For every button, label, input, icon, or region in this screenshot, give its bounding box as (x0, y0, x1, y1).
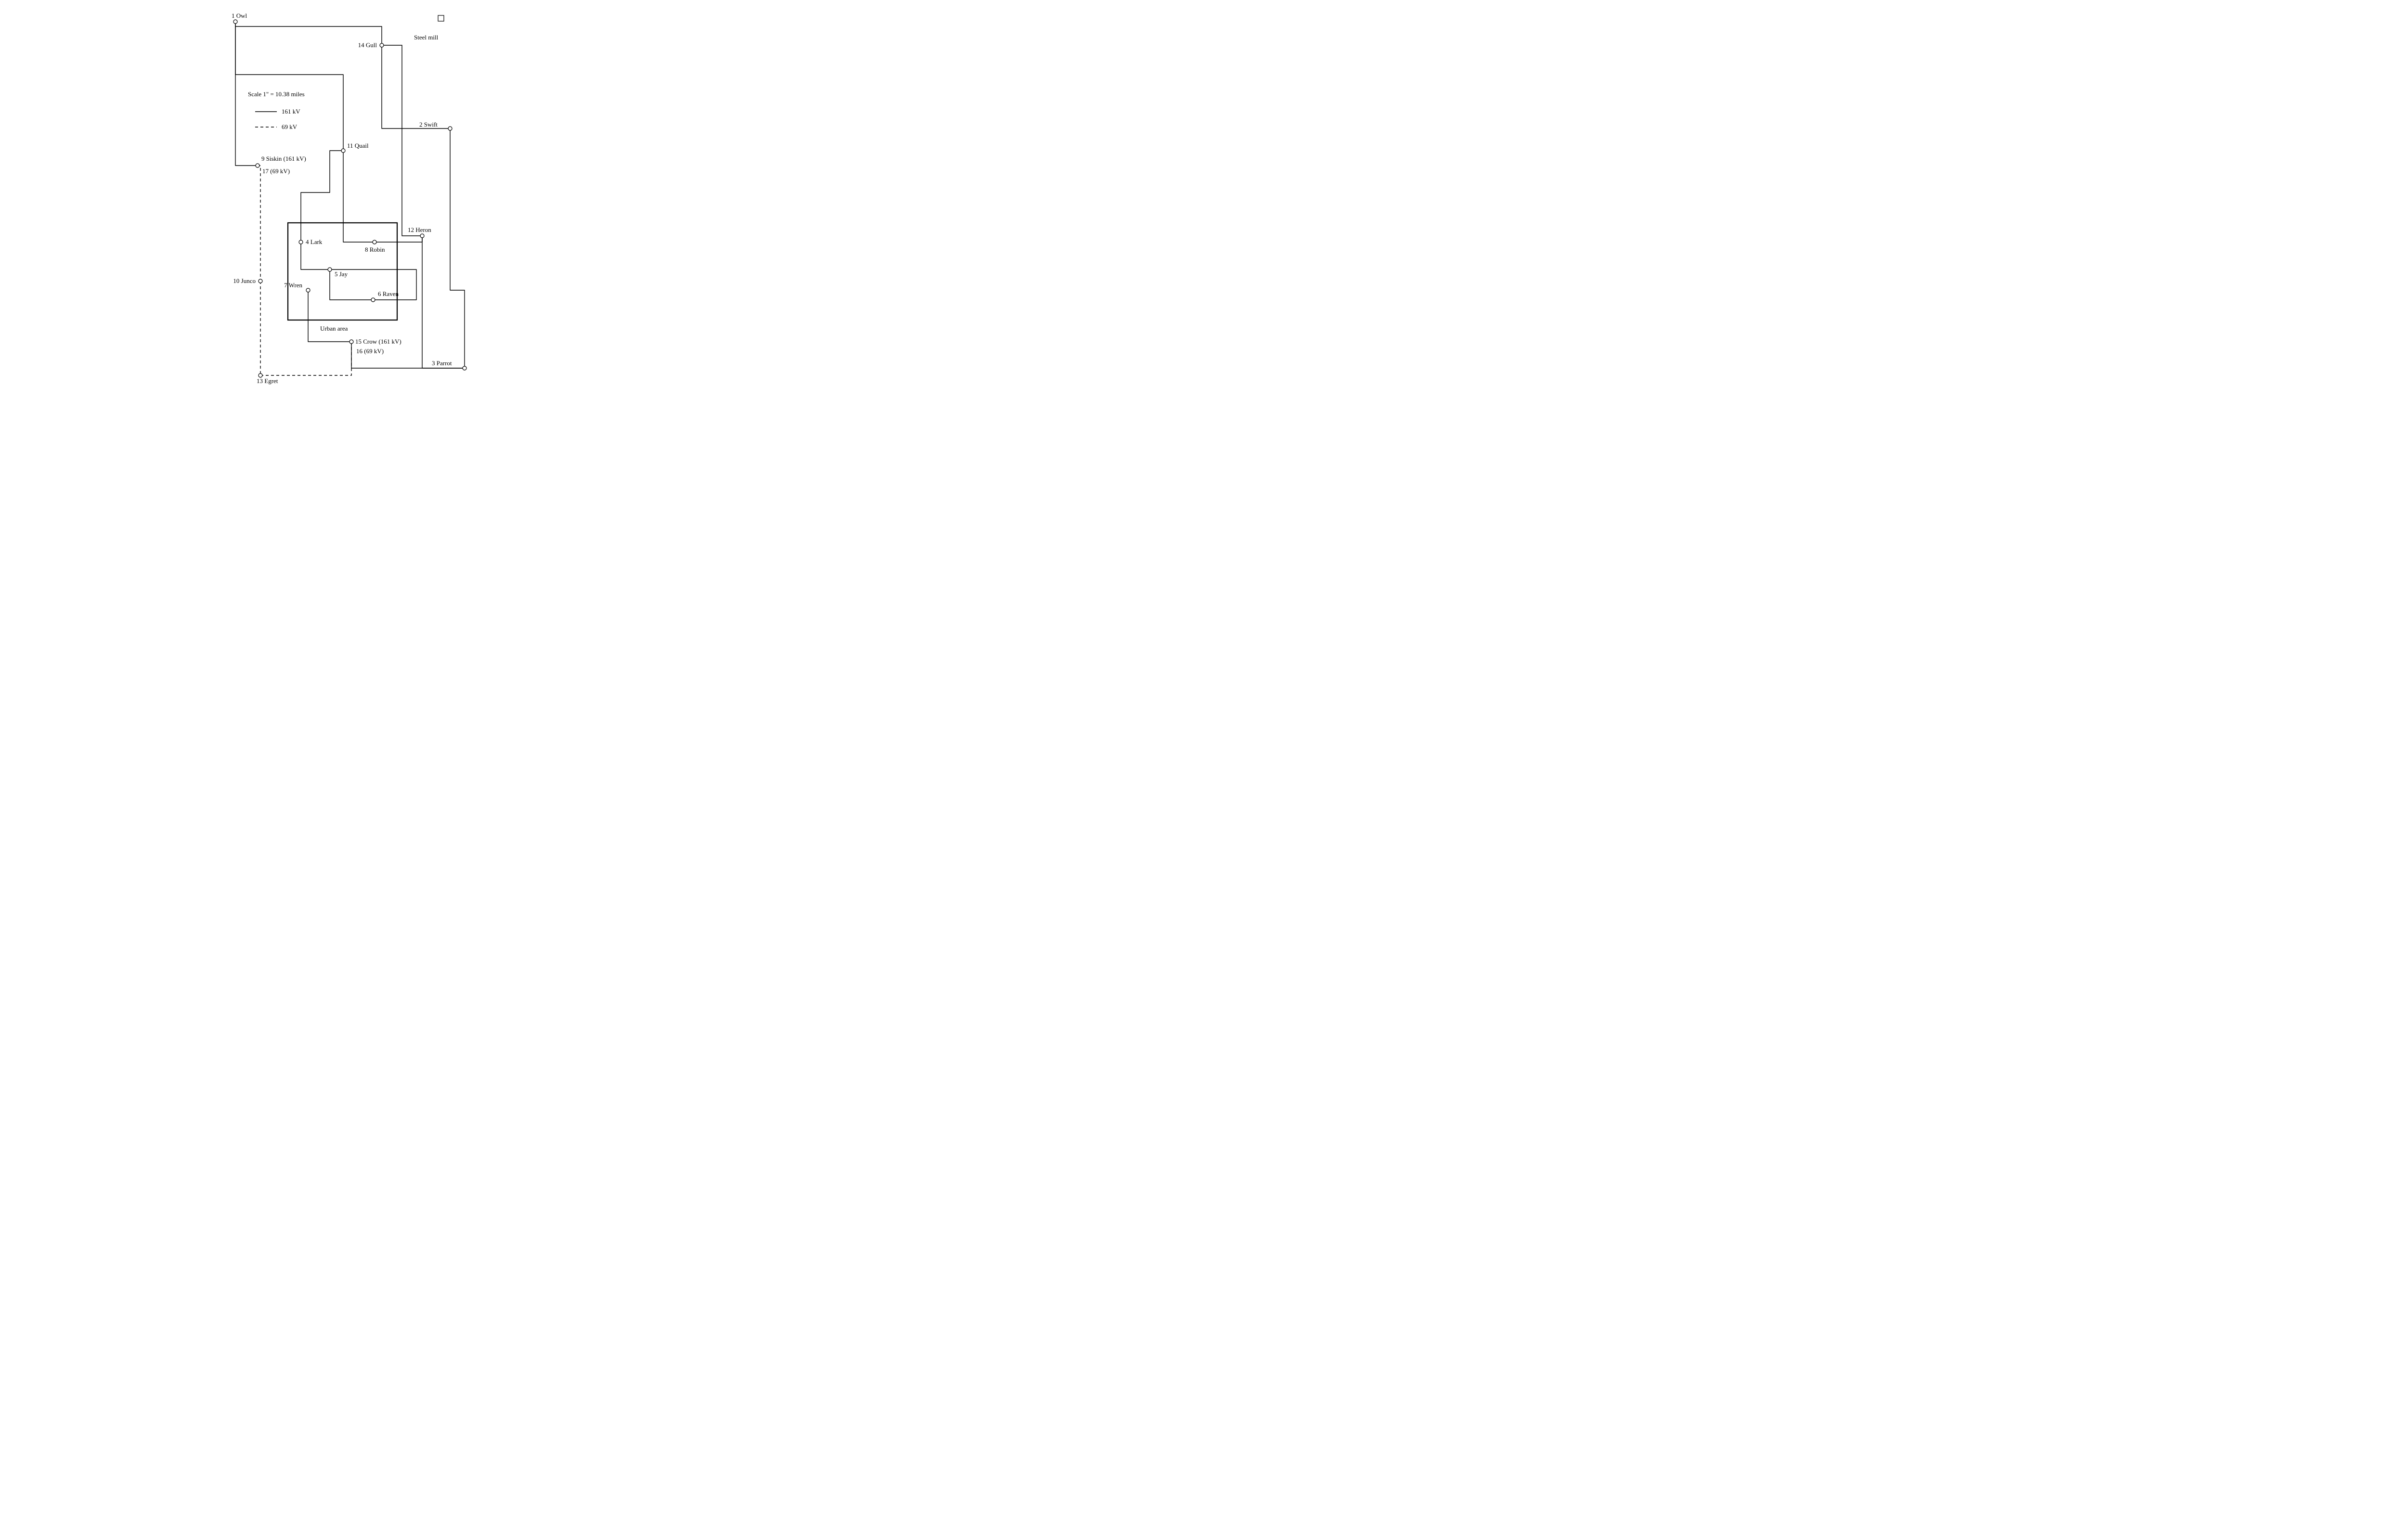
bus-node-raven (371, 298, 375, 302)
bus-node-owl (233, 20, 237, 24)
bus-node-siskin (256, 164, 259, 167)
bus-label-junco: 10 Junco (233, 277, 256, 284)
power-network-diagram: 1 Owl 2 Swift 3 Parrot 4 Lark 5 Jay 6 Raven 7 … (0, 0, 685, 385)
bus-label-bus17: 17 (69 kV) (262, 167, 290, 175)
bus-label-heron: 12 Heron (408, 226, 431, 233)
legend-dashed-label: 69 kV (282, 123, 298, 130)
bus-label-robin: 8 Robin (365, 246, 385, 253)
legend-solid-label: 161 kV (282, 108, 300, 115)
bus-label-lark: 4 Lark (306, 238, 323, 245)
bus-node-egret (259, 373, 262, 377)
bus-label-wren: 7 Wren (284, 282, 302, 289)
bus-node-swift (448, 127, 452, 130)
bus-node-crow (349, 340, 353, 344)
bus-label-gull: 14 Gull (358, 41, 377, 49)
bus-label-egret: 13 Egret (257, 377, 278, 385)
bus-label-owl: 1 Owl (232, 12, 247, 19)
bus-label-bus16: 16 (69 kV) (356, 347, 384, 355)
bus-label-parrot: 3 Parrot (432, 359, 452, 367)
bus-label-siskin: 9 Siskin (161 kV) (261, 155, 306, 162)
bus-node-parrot (463, 366, 466, 370)
bus-label-jay: 5 Jay (335, 270, 348, 278)
bus-label-crow: 15 Crow (161 kV) (355, 338, 401, 345)
bus-label-raven: 6 Raven (378, 290, 399, 297)
bus-node-robin (373, 240, 376, 244)
bus-node-junco (259, 279, 262, 283)
bus-node-gull (380, 43, 384, 47)
bus-node-quail (341, 149, 345, 153)
urban-area-label: Urban area (320, 325, 348, 332)
bus-node-jay (328, 268, 332, 271)
bus-node-heron (420, 234, 424, 238)
bus-label-swift: 2 Swift (419, 121, 438, 128)
legend-scale-text: Scale 1" = 10.38 miles (248, 90, 305, 98)
bus-label-quail: 11 Quail (347, 142, 369, 149)
bus-node-lark (299, 240, 303, 244)
steel-mill-label: Steel mill (414, 34, 439, 41)
bus-node-wren (306, 288, 310, 292)
